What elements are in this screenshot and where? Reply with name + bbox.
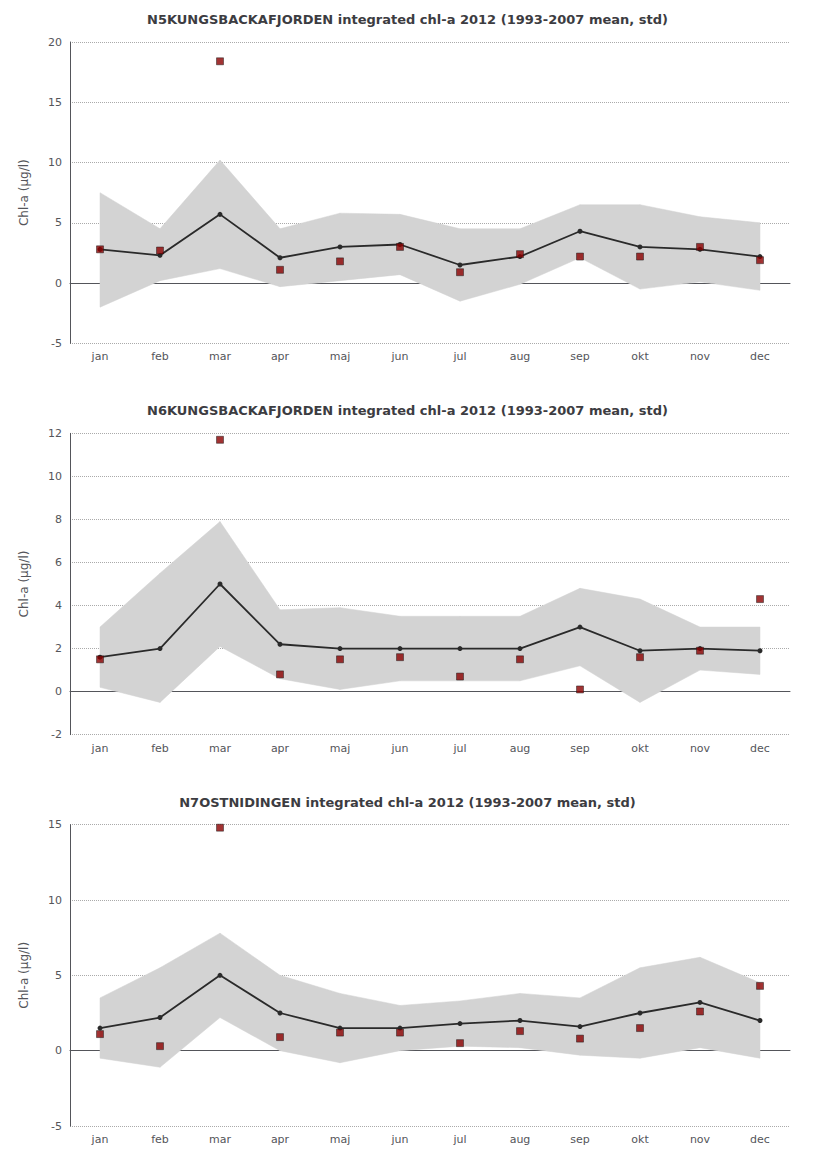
- svg-text:N7OSTNIDINGEN integrated chl-a: N7OSTNIDINGEN integrated chl-a 2012 (199…: [179, 795, 636, 810]
- svg-text:Chl-a (µg/l): Chl-a (µg/l): [17, 159, 31, 226]
- svg-text:aug: aug: [510, 742, 531, 755]
- svg-text:5: 5: [55, 216, 62, 229]
- svg-text:feb: feb: [151, 350, 169, 363]
- svg-text:10: 10: [48, 894, 62, 907]
- svg-text:2: 2: [55, 642, 62, 655]
- svg-text:sep: sep: [570, 1133, 589, 1146]
- svg-text:6: 6: [55, 556, 62, 569]
- svg-text:aug: aug: [510, 1133, 531, 1146]
- svg-text:nov: nov: [690, 742, 711, 755]
- svg-text:maj: maj: [330, 1133, 351, 1146]
- svg-text:4: 4: [55, 599, 62, 612]
- svg-text:aug: aug: [510, 350, 531, 363]
- svg-text:jun: jun: [391, 1133, 409, 1146]
- svg-text:nov: nov: [690, 350, 711, 363]
- svg-text:feb: feb: [151, 742, 169, 755]
- svg-text:dec: dec: [750, 350, 770, 363]
- svg-text:jan: jan: [91, 350, 109, 363]
- svg-text:-5: -5: [51, 337, 62, 350]
- svg-text:N5KUNGSBACKAFJORDEN integrated: N5KUNGSBACKAFJORDEN integrated chl-a 201…: [147, 12, 668, 27]
- svg-text:0: 0: [55, 685, 62, 698]
- svg-text:sep: sep: [570, 742, 589, 755]
- svg-text:jul: jul: [452, 350, 466, 363]
- svg-text:maj: maj: [330, 350, 351, 363]
- svg-text:0: 0: [55, 1044, 62, 1057]
- svg-text:feb: feb: [151, 1133, 169, 1146]
- svg-text:mar: mar: [209, 1133, 231, 1146]
- svg-text:10: 10: [48, 156, 62, 169]
- svg-text:12: 12: [48, 427, 62, 440]
- svg-text:okt: okt: [631, 350, 649, 363]
- svg-text:jan: jan: [91, 1133, 109, 1146]
- svg-text:Chl-a (µg/l): Chl-a (µg/l): [17, 942, 31, 1009]
- svg-text:5: 5: [55, 969, 62, 982]
- svg-text:sep: sep: [570, 350, 589, 363]
- svg-text:10: 10: [48, 470, 62, 483]
- svg-text:jun: jun: [391, 350, 409, 363]
- svg-text:jul: jul: [452, 1133, 466, 1146]
- svg-text:jan: jan: [91, 742, 109, 755]
- svg-text:dec: dec: [750, 1133, 770, 1146]
- svg-text:15: 15: [48, 818, 62, 831]
- svg-text:N6KUNGSBACKAFJORDEN integrated: N6KUNGSBACKAFJORDEN integrated chl-a 201…: [147, 403, 668, 418]
- svg-text:apr: apr: [271, 742, 290, 755]
- svg-text:okt: okt: [631, 742, 649, 755]
- svg-text:dec: dec: [750, 742, 770, 755]
- svg-text:Chl-a (µg/l): Chl-a (µg/l): [17, 551, 31, 618]
- svg-text:okt: okt: [631, 1133, 649, 1146]
- svg-text:maj: maj: [330, 742, 351, 755]
- svg-text:8: 8: [55, 513, 62, 526]
- svg-text:nov: nov: [690, 1133, 711, 1146]
- svg-text:20: 20: [48, 36, 62, 49]
- svg-text:jun: jun: [391, 742, 409, 755]
- svg-text:jul: jul: [452, 742, 466, 755]
- svg-text:mar: mar: [209, 742, 231, 755]
- svg-text:mar: mar: [209, 350, 231, 363]
- svg-text:15: 15: [48, 96, 62, 109]
- svg-text:apr: apr: [271, 350, 290, 363]
- svg-text:-2: -2: [51, 728, 62, 741]
- svg-text:apr: apr: [271, 1133, 290, 1146]
- svg-text:0: 0: [55, 277, 62, 290]
- svg-text:-5: -5: [51, 1120, 62, 1133]
